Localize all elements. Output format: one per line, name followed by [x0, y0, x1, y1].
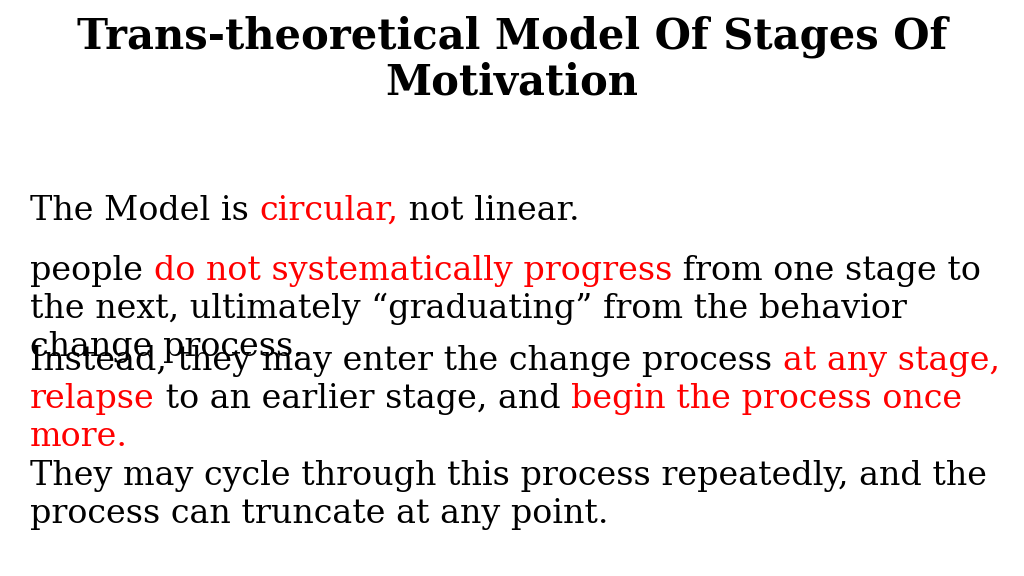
- Text: not linear.: not linear.: [398, 195, 581, 227]
- Text: the next, ultimately “graduating” from the behavior: the next, ultimately “graduating” from t…: [30, 293, 907, 325]
- Text: Instead, they may enter the change process: Instead, they may enter the change proce…: [30, 345, 782, 377]
- Text: change process.: change process.: [30, 331, 304, 363]
- Text: people: people: [30, 255, 154, 287]
- Text: at any stage,: at any stage,: [782, 345, 999, 377]
- Text: They may cycle through this process repeatedly, and the: They may cycle through this process repe…: [30, 460, 987, 492]
- Text: process can truncate at any point.: process can truncate at any point.: [30, 498, 608, 530]
- Text: from one stage to: from one stage to: [672, 255, 981, 287]
- Text: The Model is: The Model is: [30, 195, 259, 227]
- Text: do not systematically progress: do not systematically progress: [154, 255, 672, 287]
- Text: Trans-theoretical Model Of Stages Of: Trans-theoretical Model Of Stages Of: [77, 15, 947, 58]
- Text: more.: more.: [30, 421, 128, 453]
- Text: relapse: relapse: [30, 383, 155, 415]
- Text: circular,: circular,: [259, 195, 398, 227]
- Text: to an earlier stage, and: to an earlier stage, and: [155, 383, 571, 415]
- Text: begin the process once: begin the process once: [571, 383, 963, 415]
- Text: Motivation: Motivation: [385, 62, 639, 104]
